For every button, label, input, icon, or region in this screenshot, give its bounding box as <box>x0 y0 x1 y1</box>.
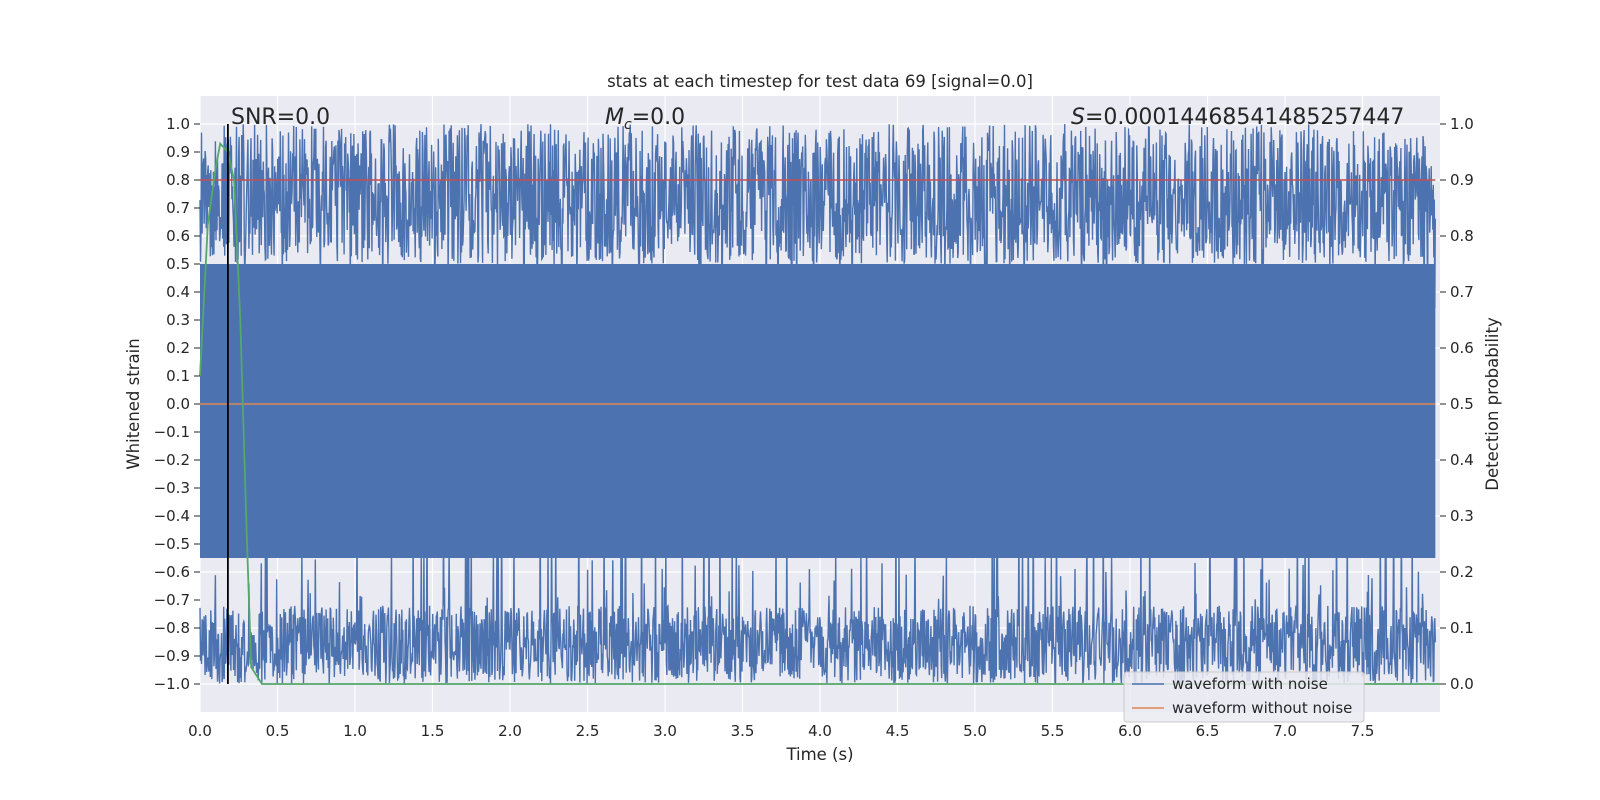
y-left-tick-label: 0.9 <box>166 143 190 161</box>
y-right-tick-labels: 1.0 0.9 0.8 0.7 0.6 0.5 0.4 0.3 0.2 0.1 0.0 <box>1440 115 1474 693</box>
y-left-tick-label: −0.8 <box>154 619 190 637</box>
y-left-tick-label: 0.3 <box>166 311 190 329</box>
y-right-tick-label: 0.6 <box>1450 339 1474 357</box>
x-tick-label: 0.5 <box>266 722 290 740</box>
x-tick-label: 1.0 <box>343 722 367 740</box>
x-tick-label: 0.0 <box>188 722 212 740</box>
y-right-tick-label: 0.1 <box>1450 619 1474 637</box>
y-left-tick-label: 0.0 <box>166 395 190 413</box>
x-tick-label: 4.5 <box>886 722 910 740</box>
x-tick-label: 6.5 <box>1196 722 1220 740</box>
x-tick-label: 7.0 <box>1273 722 1297 740</box>
noise-body <box>200 264 1436 558</box>
y-axis-label-left: Whitened strain <box>124 338 143 469</box>
y-right-tick-label: 0.4 <box>1450 451 1474 469</box>
x-tick-label: 2.0 <box>498 722 522 740</box>
y-left-tick-label: 0.5 <box>166 255 190 273</box>
y-left-tick-label: −0.5 <box>154 535 190 553</box>
mc-annotation: Mc=0.0 <box>605 105 685 133</box>
y-left-tick-label: 0.6 <box>166 227 190 245</box>
x-tick-label: 1.5 <box>421 722 445 740</box>
y-right-tick-label: 0.5 <box>1450 395 1474 413</box>
s-annotation: S=0.00014468541485257447 <box>1071 105 1404 130</box>
legend-label-noise: waveform with noise <box>1172 675 1328 693</box>
x-tick-label: 5.0 <box>963 722 987 740</box>
y-left-tick-label: −1.0 <box>154 675 190 693</box>
y-right-tick-label: 0.8 <box>1450 227 1474 245</box>
x-tick-label: 3.0 <box>653 722 677 740</box>
y-left-tick-label: −0.9 <box>154 647 190 665</box>
y-left-tick-label: −0.3 <box>154 479 190 497</box>
line-series <box>199 124 1440 685</box>
y-left-tick-label: 1.0 <box>166 115 190 133</box>
x-tick-label: 7.5 <box>1351 722 1375 740</box>
y-left-tick-label: −0.1 <box>154 423 190 441</box>
y-right-tick-label: 1.0 <box>1450 115 1474 133</box>
y-right-tick-label: 0.9 <box>1450 171 1474 189</box>
legend-label-clean: waveform without noise <box>1172 699 1352 717</box>
y-right-tick-label: 0.0 <box>1450 675 1474 693</box>
snr-annotation: SNR=0.0 <box>231 105 330 130</box>
y-left-tick-label: −0.7 <box>154 591 190 609</box>
x-tick-label: 3.5 <box>731 722 755 740</box>
y-right-tick-label: 0.7 <box>1450 283 1474 301</box>
y-right-tick-label: 0.3 <box>1450 507 1474 525</box>
x-tick-label: 4.0 <box>808 722 832 740</box>
x-tick-label: 2.5 <box>576 722 600 740</box>
noise-upper-trace <box>199 124 1436 318</box>
y-left-tick-label: −0.2 <box>154 451 190 469</box>
x-tick-label: 6.0 <box>1118 722 1142 740</box>
noise-series <box>199 124 1436 685</box>
y-left-tick-label: 0.7 <box>166 199 190 217</box>
y-left-tick-label: 0.2 <box>166 339 190 357</box>
chart-title: stats at each timestep for test data 69 … <box>607 72 1033 91</box>
noise-lower-trace <box>199 502 1436 685</box>
y-left-tick-label: 0.1 <box>166 367 190 385</box>
y-right-tick-label: 0.2 <box>1450 563 1474 581</box>
y-left-tick-label: −0.4 <box>154 507 190 525</box>
y-axis-label-right: Detection probability <box>1483 317 1502 491</box>
y-left-tick-labels: 1.0 0.9 0.8 0.7 0.6 0.5 0.4 0.3 0.2 0.1 0.0 −0.1 −0.… <box>154 115 200 693</box>
legend: waveform with noise waveform without noi… <box>1123 671 1365 723</box>
x-tick-labels: 0.0 0.5 1.0 1.5 2.0 2.5 3.0 3.5 4.0 4.5 5.0 5.5 6.0 6… <box>188 722 1374 740</box>
legend-box <box>1123 671 1365 723</box>
x-axis-label: Time (s) <box>785 745 853 764</box>
y-left-tick-label: −0.6 <box>154 563 190 581</box>
y-left-tick-label: 0.4 <box>166 283 190 301</box>
detection-probability-line <box>199 141 1440 685</box>
x-tick-label: 5.5 <box>1041 722 1065 740</box>
y-left-tick-label: 0.8 <box>166 171 190 189</box>
